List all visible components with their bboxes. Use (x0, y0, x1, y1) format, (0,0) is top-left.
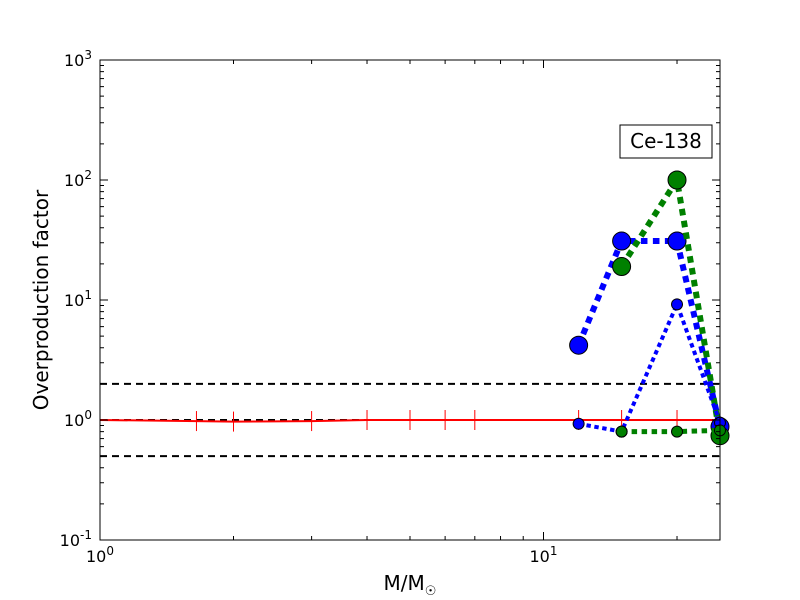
series-0-line (99, 419, 720, 423)
series-4-point (615, 425, 628, 438)
series-1-line (575, 238, 723, 428)
x-axis-label-main: M/M (384, 571, 425, 595)
series-1-point (569, 335, 589, 355)
series-0 (99, 410, 721, 432)
series-1 (569, 231, 730, 437)
y-tick-label: 102 (64, 168, 92, 190)
series-1-point (667, 231, 687, 251)
y-tick-label: 100 (64, 408, 92, 430)
x-tick-label: 101 (530, 544, 558, 566)
annotation-label: Ce-138 (630, 129, 702, 153)
annotation-box: Ce-138 (619, 124, 713, 159)
annotation-frame (619, 124, 713, 159)
series-4 (615, 424, 726, 438)
series-3-point (671, 298, 684, 311)
x-axis-label: M/M☉ (384, 571, 437, 599)
series-3-point (572, 417, 585, 430)
y-tick-label: 101 (64, 288, 92, 310)
series-2-point (612, 257, 632, 277)
series-4-point (671, 425, 684, 438)
x-tick-label: 100 (86, 544, 114, 566)
series-2-point (667, 170, 687, 190)
series-1-point (612, 231, 632, 251)
series-layer (99, 170, 730, 446)
y-tick-label: 103 (64, 48, 92, 70)
y-axis-label: Overproduction factor (29, 189, 53, 410)
series-3-line (578, 298, 722, 434)
series-4-line (621, 427, 721, 435)
y-tick-label: 10-1 (60, 528, 92, 550)
x-axis-label-sub: ☉ (425, 584, 437, 599)
series-2 (612, 170, 730, 446)
